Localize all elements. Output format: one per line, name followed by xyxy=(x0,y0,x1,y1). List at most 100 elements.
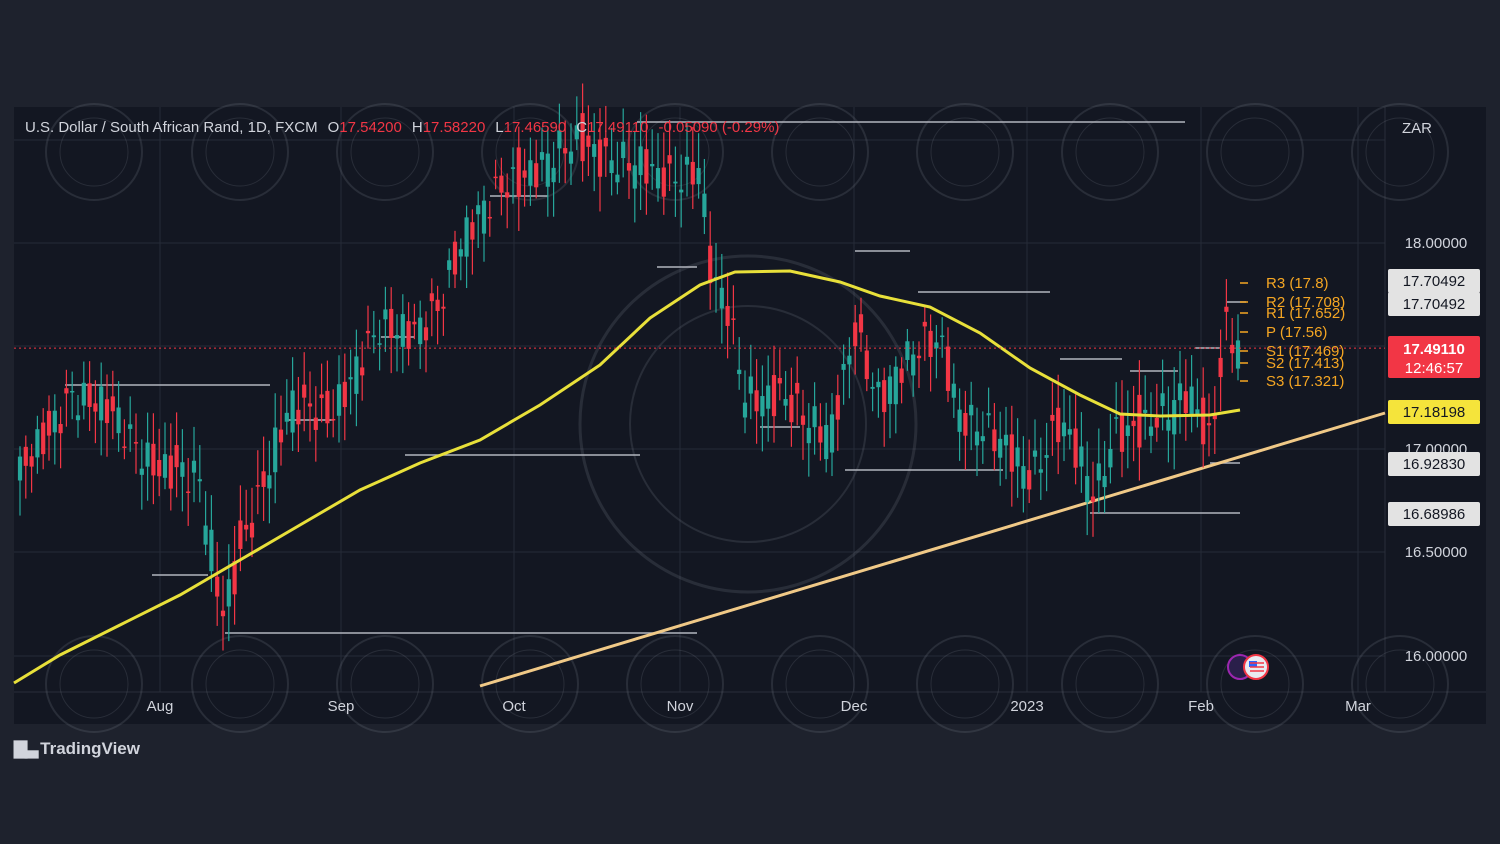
candle xyxy=(220,575,226,651)
candle xyxy=(215,541,220,626)
candle-body xyxy=(493,176,498,179)
open-label: O xyxy=(327,119,340,136)
candle-body xyxy=(1183,391,1188,414)
stamp-inner-ring-icon xyxy=(1365,117,1435,187)
candle xyxy=(969,381,974,451)
candle-body xyxy=(574,125,579,140)
candle xyxy=(493,159,498,190)
candle xyxy=(853,304,858,375)
candle-body xyxy=(963,413,968,436)
candle-body xyxy=(354,356,359,394)
candle xyxy=(116,381,121,452)
candle xyxy=(1021,436,1026,513)
candle-body xyxy=(93,403,98,412)
candle xyxy=(766,355,771,442)
candle-body xyxy=(615,174,620,183)
tradingview-label: TradingView xyxy=(40,739,140,758)
candle xyxy=(545,128,550,217)
candle xyxy=(441,293,446,336)
candle xyxy=(1073,394,1078,485)
candle xyxy=(882,367,887,447)
candle xyxy=(731,285,736,345)
candle-body xyxy=(870,386,875,389)
candle-body xyxy=(621,141,626,159)
candle xyxy=(574,96,579,151)
ma-value-box xyxy=(1388,400,1480,424)
candle xyxy=(273,393,278,504)
candle-body xyxy=(580,113,585,162)
candle xyxy=(168,423,173,511)
candle-body xyxy=(841,363,846,370)
candle-body xyxy=(829,414,835,453)
candle-body xyxy=(534,163,539,188)
candle xyxy=(1166,386,1171,463)
x-tick-label: Mar xyxy=(1345,698,1371,715)
candle-body xyxy=(603,137,608,147)
candle xyxy=(644,114,649,215)
x-tick-label: Feb xyxy=(1188,698,1214,715)
center-stamp-icon xyxy=(578,254,918,594)
candle xyxy=(615,141,620,195)
candle xyxy=(278,395,284,466)
candle xyxy=(360,341,365,401)
stamp-inner-ring-icon xyxy=(59,649,129,719)
candle xyxy=(290,357,295,451)
candle-body xyxy=(1096,463,1101,481)
candle xyxy=(348,349,353,415)
candle xyxy=(945,327,951,403)
pivot-levels: R3 (17.8) R2 (17.708)R1 (17.652) P (17.56)… xyxy=(1240,275,1345,390)
candle xyxy=(331,389,336,438)
candle-body xyxy=(452,241,458,275)
candle-body xyxy=(586,135,591,147)
tradingview-logo-icon: ▇▃ xyxy=(14,739,38,758)
candle-body xyxy=(23,446,28,466)
candle xyxy=(719,253,724,344)
stamp-inner-ring-icon xyxy=(205,117,275,187)
candle xyxy=(818,403,823,461)
candle xyxy=(336,355,342,443)
last-price-box xyxy=(1388,336,1480,378)
candle xyxy=(1189,355,1194,433)
stamp-ring-icon xyxy=(336,635,434,733)
candle-body xyxy=(818,426,823,443)
chart-pane[interactable] xyxy=(14,107,1486,724)
candle-body xyxy=(377,343,382,345)
candle-body xyxy=(35,429,40,458)
tradingview-watermark[interactable]: ▇▃ TradingView xyxy=(14,739,140,759)
candle xyxy=(93,380,98,444)
candle xyxy=(383,286,388,352)
candle-body xyxy=(313,417,318,430)
candle xyxy=(1061,389,1067,462)
candle-body xyxy=(104,399,110,424)
candle xyxy=(139,439,144,510)
candle-body xyxy=(911,354,916,376)
candle xyxy=(951,363,956,418)
candle xyxy=(795,356,800,426)
s-label-1-text: 16.92830 xyxy=(1403,456,1466,473)
r2-label-box xyxy=(1388,269,1480,293)
candle xyxy=(174,412,179,498)
stamp-ring-icon xyxy=(626,635,724,733)
candle-body xyxy=(690,161,695,185)
candle xyxy=(812,382,817,455)
change-value: -0.05090 (-0.29%) xyxy=(658,119,780,136)
candle-body xyxy=(226,579,231,607)
candle-body xyxy=(110,396,115,412)
candle xyxy=(481,185,487,262)
candle-body xyxy=(980,436,985,442)
candle xyxy=(725,272,730,359)
close-value: 17.49110 xyxy=(587,119,649,136)
candle xyxy=(661,132,666,215)
candle-body xyxy=(52,410,57,433)
candle-body xyxy=(754,390,759,412)
candle-body xyxy=(1085,476,1090,503)
candle-body xyxy=(186,491,191,493)
candle-body xyxy=(296,409,301,425)
candle-body xyxy=(371,335,376,338)
candle xyxy=(1009,405,1014,507)
candle xyxy=(302,352,307,432)
stamp-ring-icon xyxy=(771,635,869,733)
candle xyxy=(1137,360,1142,481)
candle xyxy=(516,126,521,231)
